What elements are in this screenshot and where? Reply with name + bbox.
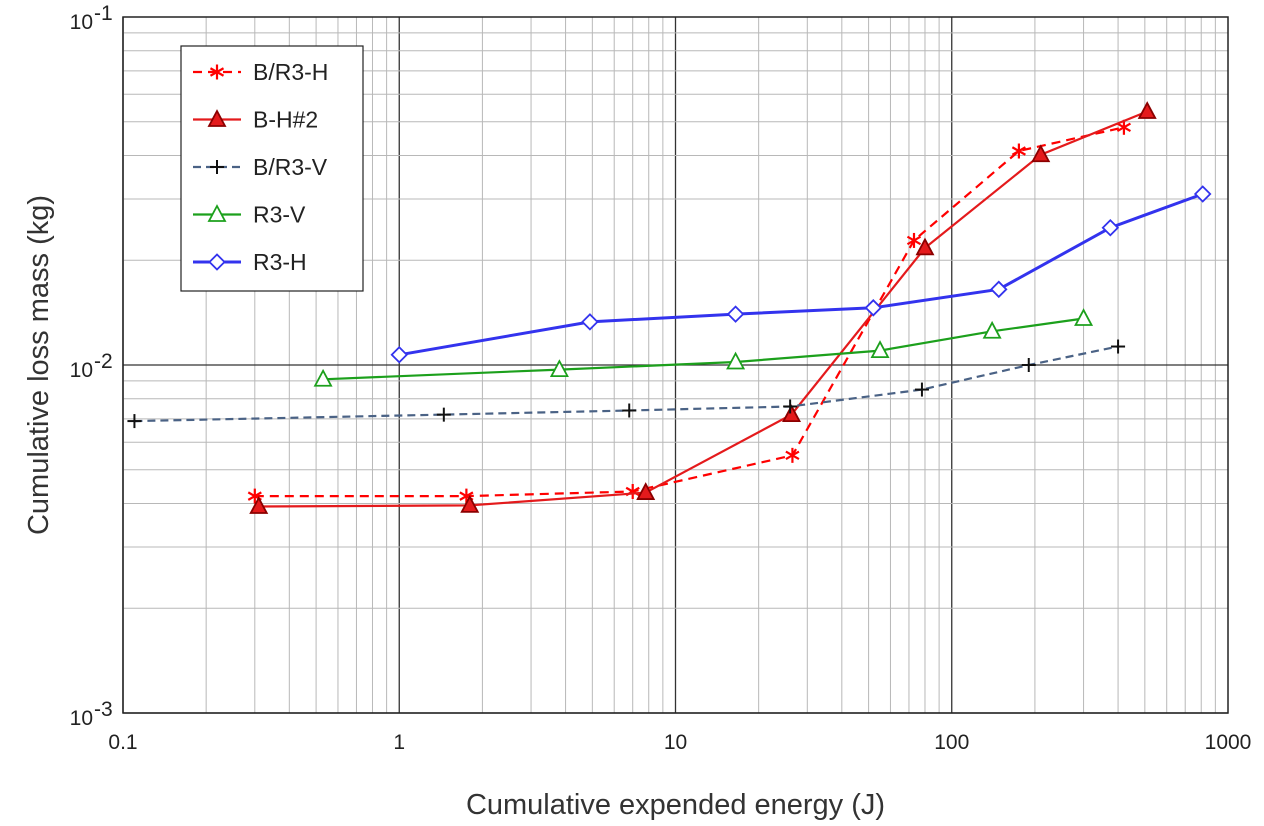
legend-marker	[210, 160, 224, 174]
legend-label: B/R3-H	[253, 59, 328, 85]
series-3	[313, 308, 1094, 387]
data-point	[1193, 185, 1212, 203]
y-tick-label: 10	[70, 11, 93, 34]
x-axis-title: Cumulative expended energy (J)	[466, 789, 885, 821]
y-tick-label: 10	[70, 359, 93, 382]
data-point	[915, 237, 935, 256]
data-point	[127, 414, 142, 429]
y-tick-exponent: -2	[94, 350, 113, 373]
y-tick-label: 10	[70, 707, 93, 730]
series-2	[127, 339, 1126, 429]
legend-label: R3-V	[253, 202, 306, 228]
y-axis-title: Cumulative loss mass (kg)	[23, 195, 55, 535]
data-point-stroke	[459, 491, 474, 501]
data-point	[726, 351, 746, 370]
x-tick-label: 1	[393, 731, 405, 754]
legend-label: R3-H	[253, 249, 307, 275]
data-point	[622, 403, 637, 418]
data-point	[870, 340, 890, 358]
legend-label: B/R3-V	[253, 154, 328, 180]
series-line	[254, 126, 1125, 498]
data-point	[1116, 119, 1131, 135]
data-point	[1031, 144, 1051, 163]
data-point	[636, 482, 656, 500]
legend-marker	[209, 64, 225, 80]
legend-entry: R3-H	[193, 249, 307, 275]
data-point-stroke	[1116, 122, 1131, 133]
series-line	[399, 192, 1204, 357]
data-point	[1111, 339, 1126, 354]
x-tick-label: 0.1	[108, 731, 137, 754]
data-point	[1137, 101, 1157, 119]
x-tick-label: 100	[934, 731, 969, 754]
data-point-stroke	[247, 491, 262, 501]
data-point	[1074, 308, 1094, 326]
y-tick-exponent: -3	[94, 698, 113, 721]
series-1	[249, 101, 1157, 514]
x-tick-labels: 0.1 1 10 100 1000	[108, 731, 1251, 754]
data-point	[783, 399, 798, 414]
legend-entry: B/R3-V	[193, 154, 328, 180]
data-point	[906, 232, 922, 248]
series	[127, 101, 1212, 514]
legend-label: B-H#2	[253, 107, 318, 133]
data-point-stroke	[785, 450, 800, 461]
legend-entry: B-H#2	[193, 107, 318, 133]
data-point	[390, 346, 409, 364]
legend-marker	[207, 204, 227, 222]
data-point-stroke	[1011, 146, 1026, 156]
data-point	[726, 305, 745, 323]
data-point	[436, 407, 451, 422]
x-tick-label: 1000	[1205, 731, 1252, 754]
data-point	[1101, 218, 1120, 237]
legend-box	[180, 45, 364, 292]
y-tick-exponent: -1	[94, 2, 113, 25]
legend-entry: R3-V	[193, 202, 306, 228]
y-tick-labels: 10-310-210-1	[70, 2, 113, 730]
plot-frame	[122, 16, 1229, 714]
data-point	[782, 404, 802, 423]
legend: B/R3-H B-H#2 B/R3-V R3-V R3-H	[180, 45, 364, 292]
data-point	[982, 320, 1002, 339]
data-point	[581, 313, 599, 331]
series-line	[258, 110, 1148, 508]
data-point	[914, 382, 929, 397]
data-point	[990, 280, 1008, 299]
legend-marker-stroke	[209, 67, 225, 77]
data-point	[460, 494, 480, 513]
data-point	[249, 496, 269, 514]
data-point	[549, 359, 569, 378]
x-tick-label: 10	[664, 731, 687, 754]
series-4	[390, 185, 1212, 364]
data-point	[313, 368, 333, 387]
data-point-stroke	[906, 235, 922, 246]
series-0	[247, 119, 1131, 504]
data-point	[864, 299, 883, 317]
data-point	[785, 447, 800, 463]
data-point	[1021, 358, 1036, 372]
legend-entry: B/R3-H	[193, 59, 328, 85]
data-point	[1011, 143, 1026, 159]
legend-marker	[208, 253, 226, 271]
legend-marker	[207, 109, 227, 127]
series-line	[323, 317, 1084, 381]
